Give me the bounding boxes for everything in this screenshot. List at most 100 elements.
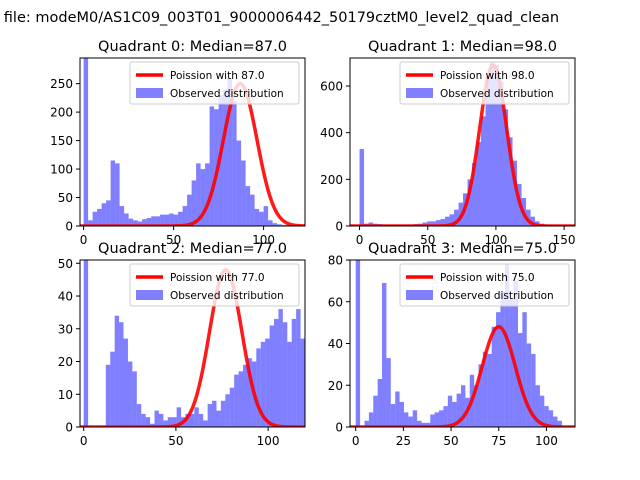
histogram-bar <box>133 220 138 226</box>
y-tick-label: 400 <box>320 126 343 140</box>
y-tick-label: 20 <box>328 379 343 393</box>
plot-data-area <box>80 260 305 427</box>
histogram-bar <box>97 208 102 226</box>
legend-box <box>399 61 570 105</box>
histogram-bar <box>88 220 93 226</box>
histogram-bar <box>496 312 501 427</box>
y-tick-label: 20 <box>58 355 73 369</box>
x-tick-label: 50 <box>166 233 181 247</box>
histogram-bar <box>259 211 264 226</box>
histogram-bar <box>194 407 199 427</box>
histogram-bar <box>467 179 473 226</box>
subplot-title: Quadrant 1: Median=98.0 <box>368 39 557 55</box>
histogram-bar <box>185 413 190 427</box>
histogram-bar <box>132 371 137 427</box>
y-tick-label: 200 <box>50 106 73 120</box>
histogram-bar <box>119 322 124 427</box>
histogram-bar <box>142 219 147 226</box>
histogram-bar <box>364 420 369 427</box>
legend: Poission with 75.0 Observed distribution <box>399 263 570 307</box>
histogram-bar <box>92 211 98 226</box>
histogram-bar <box>548 410 554 427</box>
histogram-bar <box>172 417 177 427</box>
histogram-bar <box>282 322 288 427</box>
histogram-bar <box>434 412 440 427</box>
figure-suptitle: n file: modeM0/AS1C09_003T01_9000006442_… <box>0 10 559 26</box>
x-tick-label: 75 <box>491 434 506 448</box>
histogram-bar <box>277 224 282 226</box>
histogram-bar <box>236 140 242 226</box>
x-tick-label: 150 <box>553 233 576 247</box>
histogram-bar <box>260 341 266 427</box>
y-tick-label: 0 <box>65 220 73 234</box>
histogram-bar <box>124 213 129 226</box>
subplot-quadrant-2: 0 50 100 0 10 20 30 40 50 Quadrant 2: Median=77.0… <box>58 241 306 448</box>
histogram-bar <box>421 422 426 427</box>
legend-fit-label: Poission with 98.0 <box>440 70 535 82</box>
histogram-bar <box>247 358 252 427</box>
x-tick-label: 100 <box>252 233 275 247</box>
x-tick-label: 50 <box>420 233 435 247</box>
histogram-bar <box>452 401 457 427</box>
histogram-bar <box>160 214 165 226</box>
legend: Poission with 77.0 Observed distribution <box>129 263 300 307</box>
histogram-bar <box>390 404 396 427</box>
legend-box <box>399 263 570 307</box>
histogram-bar <box>212 400 217 427</box>
histogram-bar <box>373 395 378 427</box>
histogram-bar <box>417 420 422 427</box>
legend-hist-label: Observed distribution <box>170 88 284 100</box>
histogram-bar <box>155 216 161 226</box>
x-tick-label: 0 <box>352 434 360 448</box>
subplot-quadrant-3: 0 25 50 75 100 0 20 40 60 80 Quadrant 3: Median=75… <box>328 241 576 448</box>
histogram-bar <box>263 206 269 226</box>
histogram-bar <box>269 325 275 427</box>
y-tick-label: 100 <box>50 163 73 177</box>
histogram-bar <box>189 413 195 427</box>
histogram-bar <box>114 315 120 427</box>
histogram-bar <box>250 194 255 226</box>
histogram-bar <box>158 413 164 427</box>
histogram-bar <box>531 353 536 427</box>
histogram-bar <box>145 417 151 427</box>
histogram-bar <box>499 81 504 226</box>
histogram-bar <box>105 364 111 427</box>
histogram-bar <box>296 309 301 427</box>
histogram-bar <box>395 391 400 427</box>
poisson-fit-line <box>350 325 575 427</box>
histogram-bar <box>229 387 235 427</box>
plot-data-area <box>350 260 575 427</box>
histogram-bar <box>439 410 444 427</box>
legend: Poission with 98.0 Observed distribution <box>399 61 570 105</box>
histogram-bar <box>503 109 509 226</box>
histogram-bar <box>274 318 279 427</box>
plot-data-area <box>80 58 305 226</box>
histogram-bar <box>355 260 361 427</box>
legend-hist-swatch <box>406 88 433 98</box>
legend: Poission with 87.0 Observed distribution <box>129 61 300 105</box>
histogram-bar <box>272 223 278 226</box>
histogram-bar <box>220 400 226 427</box>
histogram-bar <box>485 76 491 226</box>
histogram-bar <box>196 163 201 226</box>
histogram-bar <box>83 260 89 427</box>
subplot-quadrant-1: 0 50 100 150 0 200 400 600 Quadrant 1: Median=98… <box>320 39 575 247</box>
x-tick-label: 0 <box>80 233 88 247</box>
subplot-title: Quadrant 0: Median=87.0 <box>98 39 287 55</box>
histogram-bar <box>146 218 152 226</box>
histogram-bar <box>281 224 287 226</box>
histogram-bar <box>500 291 505 427</box>
y-tick-label: 0 <box>335 421 343 435</box>
x-tick-label: 100 <box>535 434 558 448</box>
histogram-bar <box>110 160 116 226</box>
histogram-bar <box>368 412 374 427</box>
histogram-bar <box>254 208 260 226</box>
histogram-bar <box>508 137 513 226</box>
legend-hist-label: Observed distribution <box>170 290 284 302</box>
histogram-bar <box>440 219 446 226</box>
x-tick-label: 100 <box>484 233 507 247</box>
histogram-bar <box>136 404 142 427</box>
histogram-bar <box>182 206 188 226</box>
histogram-bar <box>234 374 239 427</box>
